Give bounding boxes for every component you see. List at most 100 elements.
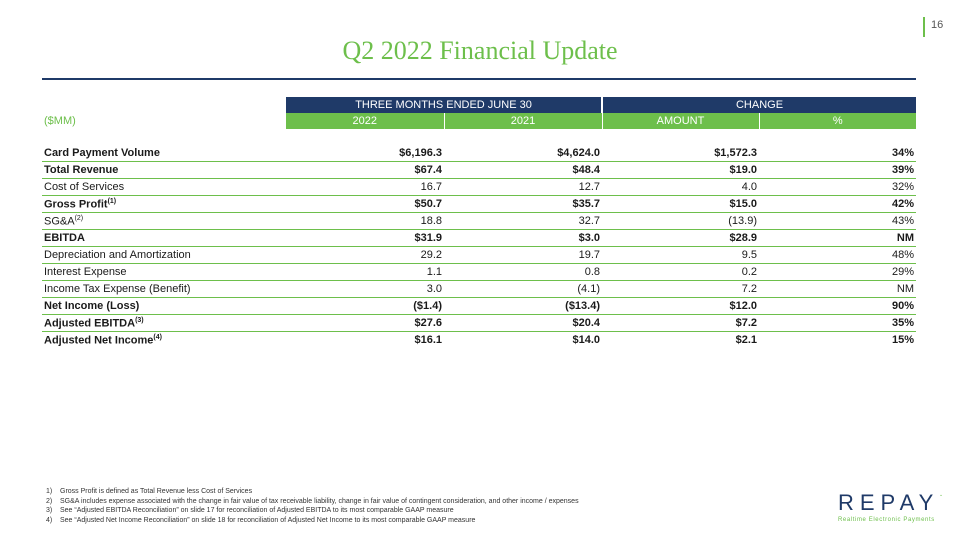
table-row: Card Payment Volume $6,196.3 $4,624.0 $1,57… [42,145,917,162]
value-percent: 43% [759,212,917,230]
value-amount: 7.2 [602,280,760,298]
row-label-text: Adjusted EBITDA [44,317,136,330]
group-header-change: CHANGE [601,97,917,113]
row-label-text: Cost of Services [44,181,125,193]
footnote-number: 4) [46,516,53,524]
row-label-text: Gross Profit [44,198,108,211]
value-2022: $50.7 [286,195,444,213]
value-2022: 29.2 [286,246,444,264]
row-label: Gross Profit(1) [42,195,286,213]
row-label: EBITDA [42,229,286,247]
value-amount: (13.9) [602,212,760,230]
value-2022: 1.1 [286,263,444,281]
value-percent: 39% [759,161,917,179]
value-2021: $14.0 [572,334,601,346]
value-2022: $67.4 [286,161,444,179]
row-label: SG&A(2) [42,212,286,230]
value-2021: $48.4 [444,161,603,179]
table-row: Gross Profit(1) $50.7 $35.7 $15.0 42% [42,195,917,213]
value-percent: 90% [759,297,917,315]
value-2022: 3.0 [286,280,444,298]
value-2021: $35.7 [444,195,603,213]
row-label-text: Income Tax Expense (Benefit) [44,283,191,295]
table-row: Depreciation and Amortization 29.2 19.7 9.5… [42,246,917,264]
table-row: Interest Expense 1.1 0.8 0.2 29% [42,263,917,281]
value-amount: $19.0 [602,161,760,179]
value-amount: 9.5 [602,246,760,264]
footnote-text: See “Adjusted EBITDA Reconciliation” on … [60,507,454,514]
row-label: Adjusted Net Income(4) [42,332,286,349]
table-row: Adjusted EBITDA(3) $27.6 $20.4 $7.2 35% [42,314,917,332]
value-amount: 0.2 [602,263,760,281]
value-2021: 0.8 [444,263,603,281]
value-amount: $15.0 [602,195,760,213]
page-number-divider [923,17,925,37]
page-number: 16 [931,19,944,31]
footnote-number: 2) [46,497,53,505]
footnote-ref: (4) [153,333,162,341]
logo-tagline: Realtime Electronic Payments [838,517,935,523]
row-label: Interest Expense [42,263,286,281]
footnote: 1) Gross Profit is defined as Total Reven… [46,487,579,497]
row-label: Adjusted EBITDA(3) [42,314,286,332]
footnotes: 1) Gross Profit is defined as Total Reven… [46,487,579,525]
value-2021: ($13.4) [444,297,603,315]
value-amount: $7.2 [602,314,760,332]
footnote: 2) SG&A includes expense associated with … [46,497,579,507]
table-row: Income Tax Expense (Benefit) 3.0 (4.1) 7.2 N… [42,280,917,298]
row-label-text: Interest Expense [44,266,127,278]
table-row: Cost of Services 16.7 12.7 4.0 32% [42,178,917,196]
row-label: Card Payment Volume [42,145,286,162]
value-2022: ($1.4) [286,297,444,315]
value-percent: 34% [759,145,917,162]
units-label: ($MM) [42,113,286,129]
footnote-ref: (2) [74,214,84,222]
row-label: Depreciation and Amortization [42,246,286,264]
column-header-2021: 2021 [443,113,603,129]
row-label-text: Net Income (Loss) [44,300,140,312]
value-2022: $6,196.3 [286,145,444,162]
value-amount: $1,572.3 [602,145,760,162]
row-label: Cost of Services [42,178,286,196]
row-label-text: SG&A [44,215,75,228]
value-2022: $16.1 [414,334,442,346]
value-2021: $20.4 [444,314,603,332]
value-percent: 48% [759,246,917,264]
group-header-three-months: THREE MONTHS ENDED JUNE 30 [286,97,603,113]
table-row: Total Revenue $67.4 $48.4 $19.0 39% [42,161,917,179]
value-2021: 32.7 [444,212,603,230]
value-2021: 12.7 [444,178,603,196]
table-row: Adjusted Net Income(4) $16.1 $14.0 $2.1 15% [42,332,916,349]
footnote: 4) See “Adjusted Net Income Reconciliatio… [46,516,579,526]
value-percent: 29% [759,263,917,281]
value-percent: NM [759,229,917,247]
value-percent: 35% [759,314,917,332]
value-percent: 15% [891,334,915,346]
value-2022: 18.8 [286,212,444,230]
footnote: 3) See “Adjusted EBITDA Reconciliation” o… [46,506,579,516]
title-rule [42,78,916,80]
value-2022: $31.9 [286,229,444,247]
row-label-text: EBITDA [44,232,85,244]
repay-logo: REPAY· Realtime Electronic Payments [838,490,943,523]
value-amount: 4.0 [602,178,760,196]
footnote-text: SG&A includes expense associated with th… [60,497,579,505]
footnote-text: Gross Profit is defined as Total Revenue… [60,488,253,495]
value-amount: $28.9 [602,229,760,247]
column-header-2022: 2022 [286,113,444,129]
row-label-text: Total Revenue [44,164,119,176]
value-2021: $3.0 [444,229,603,247]
row-label: Total Revenue [42,161,286,179]
table-row: SG&A(2) 18.8 32.7 (13.9) 43% [42,212,917,230]
row-label-text: Depreciation and Amortization [44,249,191,261]
column-header-percent: % [758,113,917,129]
value-amount: $2.1 [735,334,758,346]
financial-table: THREE MONTHS ENDED JUNE 30 CHANGE ($MM) … [42,97,917,349]
footnote-text: See “Adjusted Net Income Reconciliation”… [60,516,476,524]
value-percent: NM [759,280,917,298]
value-percent: 42% [759,195,917,213]
row-label-text: Adjusted Net Income [44,334,154,347]
value-2022: $27.6 [286,314,444,332]
footnote-ref: (3) [135,316,144,324]
footnote-ref: (1) [107,197,117,205]
